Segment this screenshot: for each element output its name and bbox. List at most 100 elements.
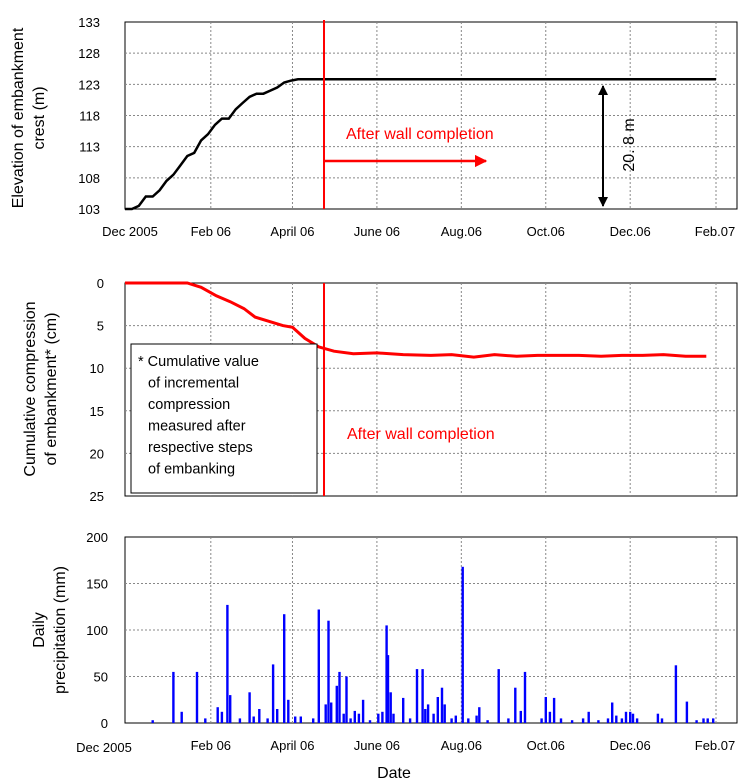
precipitation-bar — [540, 718, 543, 723]
precipitation-bar — [656, 713, 660, 723]
precipitation-bar — [432, 713, 435, 723]
precipitation-bar — [475, 715, 478, 723]
precipitation-bar — [377, 713, 380, 723]
elevation-series-line — [125, 78, 716, 211]
precipitation-bar — [497, 669, 500, 723]
precipitation-bar — [294, 716, 297, 723]
compression-y-tick-label: 10 — [90, 361, 104, 376]
precipitation-bar — [706, 718, 709, 723]
precipitation-bar — [544, 697, 547, 723]
precipitation-bar — [581, 718, 585, 723]
note-line: respective steps — [148, 440, 253, 456]
precipitation-bars — [151, 566, 715, 724]
note-line: compression — [148, 397, 230, 413]
elevation-x-tick-label: Oct.06 — [527, 224, 565, 239]
elevation-y-tick-label: 133 — [78, 15, 100, 30]
elevation-x-ticks: Dec 2005 Feb 06 April 06 June 06 Aug.06 Oct.0… — [102, 224, 735, 239]
precipitation-x-tick-label: Dec.06 — [610, 738, 651, 753]
compression-y-label-line2: of embankment* (cm) — [43, 313, 60, 466]
precipitation-bar — [685, 701, 689, 723]
precipitation-x-ticks: Dec 2005 Feb 06 April 06 June 06 Aug.06 Oct.0… — [76, 738, 735, 755]
precipitation-bar — [204, 718, 207, 723]
precipitation-bar — [216, 707, 219, 723]
precipitation-y-tick-label: 150 — [86, 577, 108, 592]
height-difference-label: 20. 8 m — [621, 118, 638, 171]
precipitation-y-tick-label: 200 — [86, 530, 108, 545]
precipitation-bar — [276, 709, 279, 723]
after-wall-completion-label: After wall completion — [346, 126, 494, 143]
precipitation-bar — [467, 718, 470, 723]
elevation-x-tick-label: Feb.07 — [695, 224, 735, 239]
compression-y-label-line1: Cumulative compression — [22, 301, 39, 476]
elevation-y-tick-label: 123 — [78, 77, 100, 92]
precipitation-bar — [559, 718, 563, 723]
compression-plot-frame — [124, 282, 738, 497]
precipitation-bar — [426, 704, 430, 723]
precipitation-bar — [324, 704, 327, 723]
precipitation-bar — [548, 711, 552, 723]
precipitation-bar — [461, 566, 464, 723]
note-text: * Cumulative value of incremental compress… — [138, 354, 259, 478]
elevation-y-tick-label: 113 — [79, 140, 100, 155]
precipitation-bar — [349, 718, 352, 723]
precipitation-bar — [702, 718, 705, 723]
precipitation-bar — [195, 671, 199, 723]
precipitation-bar — [674, 665, 678, 723]
note-line: measured after — [148, 419, 246, 435]
compression-y-tick-label: 25 — [90, 489, 104, 504]
precipitation-bar — [229, 695, 232, 723]
note-line: of incremental — [148, 376, 239, 392]
precipitation-bar — [392, 713, 395, 723]
precipitation-bar — [514, 687, 517, 723]
compression-y-ticks: 0 5 10 15 20 25 — [90, 276, 104, 504]
precipitation-bar — [342, 713, 345, 723]
compression-series-line — [125, 281, 707, 359]
elevation-x-tick-label: Dec 2005 — [102, 224, 158, 239]
elevation-y-label-line2: crest (m) — [31, 86, 48, 149]
note-box — [130, 343, 318, 494]
elevation-panel: 103 108 113 118 123 128 133 Dec 2005 Feb 06 Apri… — [10, 15, 738, 239]
precipitation-panel: 0 50 100 150 200 Dec 2005 Feb 06 April 06 June … — [31, 530, 738, 782]
precipitation-bar — [631, 713, 635, 723]
precipitation-bar — [478, 707, 481, 723]
precipitation-bar — [345, 676, 348, 723]
compression-y-tick-label: 5 — [97, 319, 104, 334]
precipitation-bar — [368, 720, 372, 723]
precipitation-bar — [220, 711, 224, 723]
precipitation-bar — [615, 715, 618, 723]
precipitation-bar — [424, 709, 427, 723]
precipitation-bar — [327, 620, 330, 723]
compression-y-tick-label: 20 — [90, 446, 104, 461]
precipitation-x-tick-label: Dec 2005 — [76, 740, 132, 755]
precipitation-bar — [283, 614, 286, 723]
precipitation-x-tick-label: Oct.06 — [527, 738, 565, 753]
elevation-y-tick-label: 108 — [78, 171, 100, 186]
elevation-x-tick-label: Feb 06 — [191, 224, 231, 239]
precipitation-x-tick-label: Aug.06 — [441, 738, 482, 753]
precipitation-bar — [381, 711, 384, 723]
elevation-y-ticks: 103 108 113 118 123 128 133 — [78, 15, 100, 217]
compression-panel: 0 5 10 15 20 25 Cumulative compression of emb… — [22, 276, 738, 504]
precipitation-bar — [660, 718, 664, 723]
precipitation-bar — [386, 655, 390, 723]
precipitation-bar — [151, 720, 154, 723]
elevation-y-tick-label: 103 — [78, 202, 100, 217]
precipitation-bar — [226, 604, 229, 723]
precipitation-y-label-line2: precipitation (mm) — [52, 566, 69, 694]
elevation-gridlines — [125, 22, 737, 209]
precipitation-bar — [523, 671, 527, 723]
precipitation-bar — [624, 711, 628, 723]
precipitation-bar — [519, 710, 522, 723]
precipitation-bar — [338, 671, 341, 723]
precipitation-bar — [408, 718, 412, 723]
precipitation-bar — [635, 718, 639, 723]
precipitation-y-tick-label: 100 — [86, 623, 108, 638]
precipitation-bar — [330, 702, 333, 723]
precipitation-x-tick-label: April 06 — [270, 738, 314, 753]
precipitation-gridlines — [125, 537, 737, 723]
precipitation-bar — [415, 669, 419, 723]
precipitation-bar — [317, 609, 320, 723]
precipitation-bar — [629, 711, 632, 723]
after-wall-completion-label-2: After wall completion — [347, 426, 495, 443]
